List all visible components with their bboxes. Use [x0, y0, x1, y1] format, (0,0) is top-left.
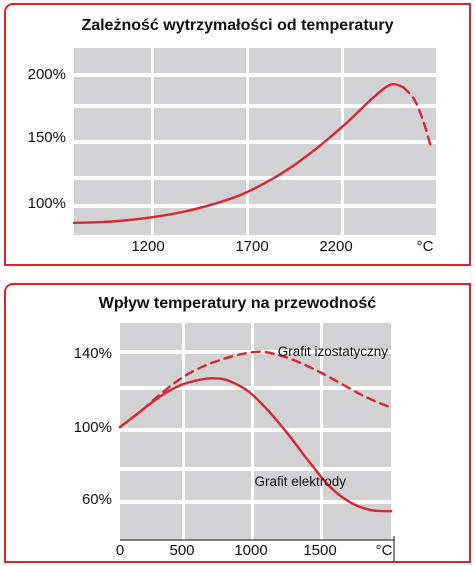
grid-cell-0-5 [120, 504, 182, 540]
grid-cell-3-4 [323, 471, 391, 500]
grid-cell-3-0 [344, 48, 436, 73]
grid-cell-3-2 [323, 390, 391, 428]
grid-cell-3-1 [344, 77, 436, 104]
grid-cell-1-5 [185, 504, 251, 540]
grid-cell-2-5 [249, 208, 341, 235]
grid-cell-0-3 [74, 144, 151, 176]
electrode-graphite-curve [118, 377, 393, 513]
grid-cell-1-0 [154, 48, 246, 73]
grid-cell-1-1 [154, 77, 246, 104]
grid-cell-3-0 [323, 323, 391, 350]
conductivity-y-tick-label: 60% [82, 491, 112, 508]
grid-cell-2-0 [254, 323, 320, 350]
grid-cell-3-4 [344, 180, 436, 204]
grid-cell-1-3 [154, 144, 246, 176]
strength-y-tick-label: 200% [28, 66, 66, 83]
grid-cell-1-5 [154, 208, 246, 235]
strength-y-tick-label: 150% [28, 129, 66, 146]
grid-cell-1-2 [154, 108, 246, 140]
grid-cell-2-5 [254, 504, 320, 540]
strength-x-tick-label: °C [417, 238, 434, 255]
grid-cell-0-3 [120, 432, 182, 467]
grid-cell-2-0 [249, 48, 341, 73]
grid-cell-0-1 [74, 77, 151, 104]
grid-cell-1-4 [185, 471, 251, 500]
grid-cell-2-1 [254, 354, 320, 386]
grid-cell-1-3 [185, 432, 251, 467]
grid-cell-2-2 [254, 390, 320, 428]
conductivity-x-tick-label: 1500 [303, 542, 336, 559]
grid-cell-3-5 [344, 208, 436, 235]
conductivity-x-tick-label: °C [376, 542, 393, 559]
grid-cell-0-1 [120, 354, 182, 386]
electrode-graphite-label: Grafit elektrody [254, 474, 346, 489]
grid-cell-0-4 [120, 471, 182, 500]
strength-y-tick-label: 100% [28, 195, 66, 212]
grid-cell-0-2 [74, 108, 151, 140]
strength-chart-title: Zależność wytrzymałości od temperatury [81, 17, 394, 34]
conductivity-x-tick-label: 500 [169, 542, 194, 559]
grid-cell-3-3 [344, 144, 436, 176]
conductivity-chart-title: Wpływ temperatury na przewodność [98, 295, 377, 312]
conductivity-y-tick-label: 100% [74, 419, 112, 436]
grid-cell-2-4 [254, 471, 320, 500]
conductivity-x-tick-label: 1000 [234, 542, 267, 559]
conductivity-y-tick-label: 140% [74, 345, 112, 362]
grid-cell-2-2 [249, 108, 341, 140]
strength-x-tick-label: 1200 [131, 238, 164, 255]
grid-cell-1-0 [185, 323, 251, 350]
grid-cell-0-0 [120, 323, 182, 350]
grid-cell-1-2 [185, 390, 251, 428]
conductivity-x-tick-label: 0 [116, 542, 124, 559]
isostatic-graphite-label: Grafit izostatyczny [278, 344, 389, 359]
grid-cell-3-5 [323, 504, 391, 540]
grid-cell-2-1 [249, 77, 341, 104]
grid-cell-2-3 [249, 144, 341, 176]
grid-cell-3-3 [323, 432, 391, 467]
strength-x-tick-label: 2200 [319, 238, 352, 255]
isostatic-graphite-curve [118, 350, 393, 429]
grid-cell-0-2 [120, 390, 182, 428]
grid-cell-0-0 [74, 48, 151, 73]
strength-curve-solid [72, 82, 405, 224]
grid-cell-1-4 [154, 180, 246, 204]
strength-curve-dashed [402, 86, 432, 147]
grid-cell-0-4 [74, 180, 151, 204]
strength-x-tick-label: 1700 [235, 238, 268, 255]
